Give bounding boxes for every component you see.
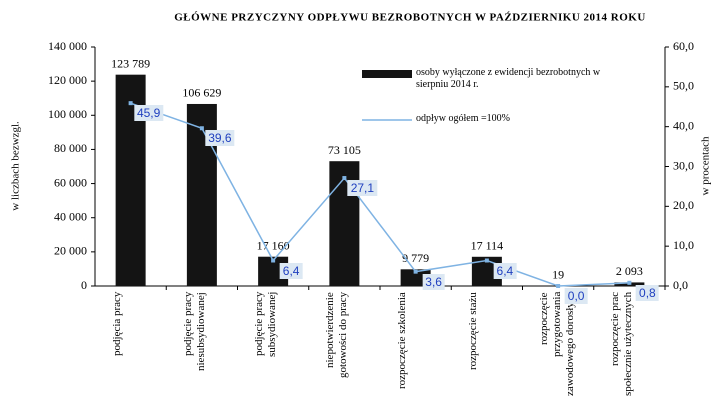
x-tick-label: podjęcia pracy: [110, 292, 123, 357]
line-point: [271, 258, 276, 263]
bar-value-label: 2 093: [616, 264, 643, 278]
line-value-label: 45,9: [133, 105, 164, 122]
y-tick-label: 40 000: [54, 209, 87, 223]
y2-tick-label: 40,0: [673, 118, 694, 132]
line-value-label: 0,8: [636, 284, 659, 301]
y2-tick-label: 0,0: [673, 278, 688, 292]
y-tick-label: 100 000: [48, 107, 87, 121]
y-tick-label: 120 000: [48, 73, 87, 87]
y-tick-label: 60 000: [54, 175, 87, 189]
line-point: [484, 258, 489, 263]
line-value-label: 39,6: [205, 130, 235, 147]
line-point: [556, 284, 561, 288]
x-tick-label: rozpoczęcie przygotowania zawodowego dor…: [538, 292, 577, 397]
y2-tick-label: 10,0: [673, 238, 694, 252]
x-tick-label: niepotwierdzenie gotowości do pracy: [324, 292, 350, 379]
y-tick-label: 0: [81, 278, 87, 292]
chart-title: GŁÓWNE PRZYCZYNY ODPŁYWU BEZROBOTNYCH W …: [174, 12, 646, 24]
x-tick-label: rozpoczęcie prac społecznie użytecznych: [609, 292, 635, 397]
line-point: [413, 269, 418, 274]
y2-axis-label: w procentach: [700, 136, 712, 195]
line-point: [199, 126, 204, 131]
legend-label: osoby wyłączone z ewidencji bezrobotnych…: [416, 67, 601, 90]
line-point: [627, 280, 632, 285]
x-tick-label: podjęcie pracy subsydiowanej: [253, 292, 279, 358]
line-value-label: 27,1: [347, 180, 378, 197]
legend-swatch: [362, 70, 412, 78]
bar-value-label: 17 160: [257, 238, 290, 252]
y2-tick-label: 60,0: [673, 39, 694, 53]
line-value-label: 6,4: [493, 262, 517, 279]
y2-tick-label: 30,0: [673, 158, 694, 172]
y-tick-label: 80 000: [54, 141, 87, 155]
line-value-label: 6,4: [279, 262, 303, 279]
bar-value-label: 123 789: [111, 56, 150, 70]
x-tick-label: podjęcie pracy niesubsydiowanej: [181, 292, 207, 371]
y-axis-label: w liczbach bezwzgl.: [10, 121, 22, 211]
line-value-label: 0,0: [564, 288, 588, 304]
y-tick-label: 140 000: [48, 39, 87, 53]
line: [130, 102, 630, 287]
legend-label: odpływ ogółem =100%: [416, 113, 510, 124]
bar-value-label: 73 105: [328, 143, 361, 157]
bar-value-label: 106 629: [182, 86, 221, 100]
line-point: [128, 101, 133, 106]
bar-value-label: 17 114: [471, 239, 504, 253]
y2-tick-label: 50,0: [673, 79, 694, 93]
line-point: [342, 176, 347, 181]
line-value-label: 3,6: [422, 273, 445, 290]
y2-tick-label: 20,0: [673, 198, 694, 212]
x-tick-label: rozpoczęcie stażu: [466, 292, 479, 370]
x-tick-label: rozpoczęcie szkolenia: [395, 292, 408, 389]
y-tick-label: 20 000: [54, 244, 87, 258]
bar-value-label: 19: [552, 268, 564, 282]
